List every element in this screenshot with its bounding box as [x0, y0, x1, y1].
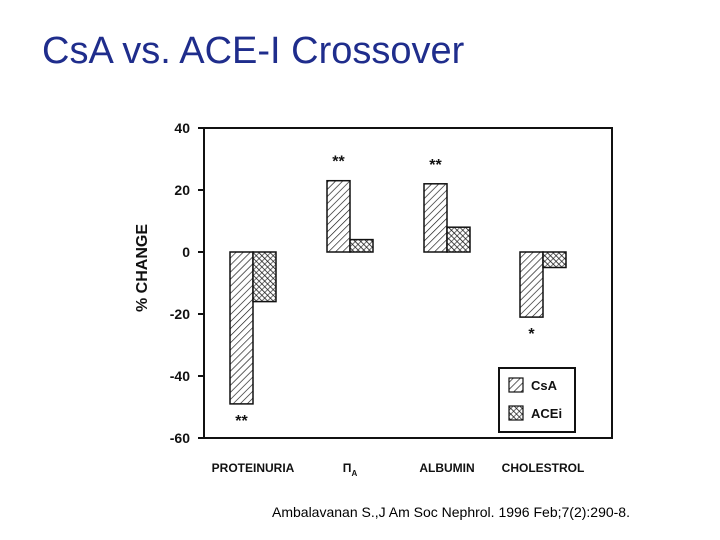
bar-csa-3 — [519, 251, 544, 318]
legend-box — [498, 367, 576, 433]
x-category-label: ALBUMIN — [419, 461, 474, 475]
plot-area — [203, 127, 613, 439]
legend-label-acei: ACEi — [531, 406, 562, 421]
bar-csa-1 — [326, 179, 351, 253]
y-tick-label: 40 — [174, 120, 190, 136]
citation: Ambalavanan S.,J Am Soc Nephrol. 1996 Fe… — [272, 504, 630, 520]
bar-acei-0 — [252, 251, 277, 303]
legend-label-csa: CsA — [531, 378, 558, 393]
significance-marker: ** — [429, 157, 442, 174]
x-category-label: PROTEINURIA — [212, 461, 295, 475]
y-tick-label: 0 — [182, 244, 190, 260]
y-tick-label: -60 — [170, 430, 190, 446]
slide-title: CsA vs. ACE-I Crossover — [42, 30, 465, 72]
legend-swatch-acei — [508, 405, 524, 421]
significance-marker: * — [528, 326, 535, 343]
y-tick-label: 20 — [174, 182, 190, 198]
x-category-label: ΠA — [343, 461, 358, 478]
significance-marker: ** — [332, 154, 345, 171]
bar-acei-1 — [349, 238, 374, 253]
bar-acei-3 — [542, 251, 567, 269]
y-tick-label: -20 — [170, 306, 190, 322]
bar-csa-0 — [229, 251, 254, 405]
bar-csa-2 — [423, 183, 448, 253]
legend-swatch-csa — [508, 377, 524, 393]
y-tick-label: -40 — [170, 368, 190, 384]
bar-acei-2 — [446, 226, 471, 253]
x-category-label: CHOLESTROL — [502, 461, 585, 475]
y-axis-label: % CHANGE — [134, 224, 151, 312]
significance-marker: ** — [235, 413, 248, 430]
